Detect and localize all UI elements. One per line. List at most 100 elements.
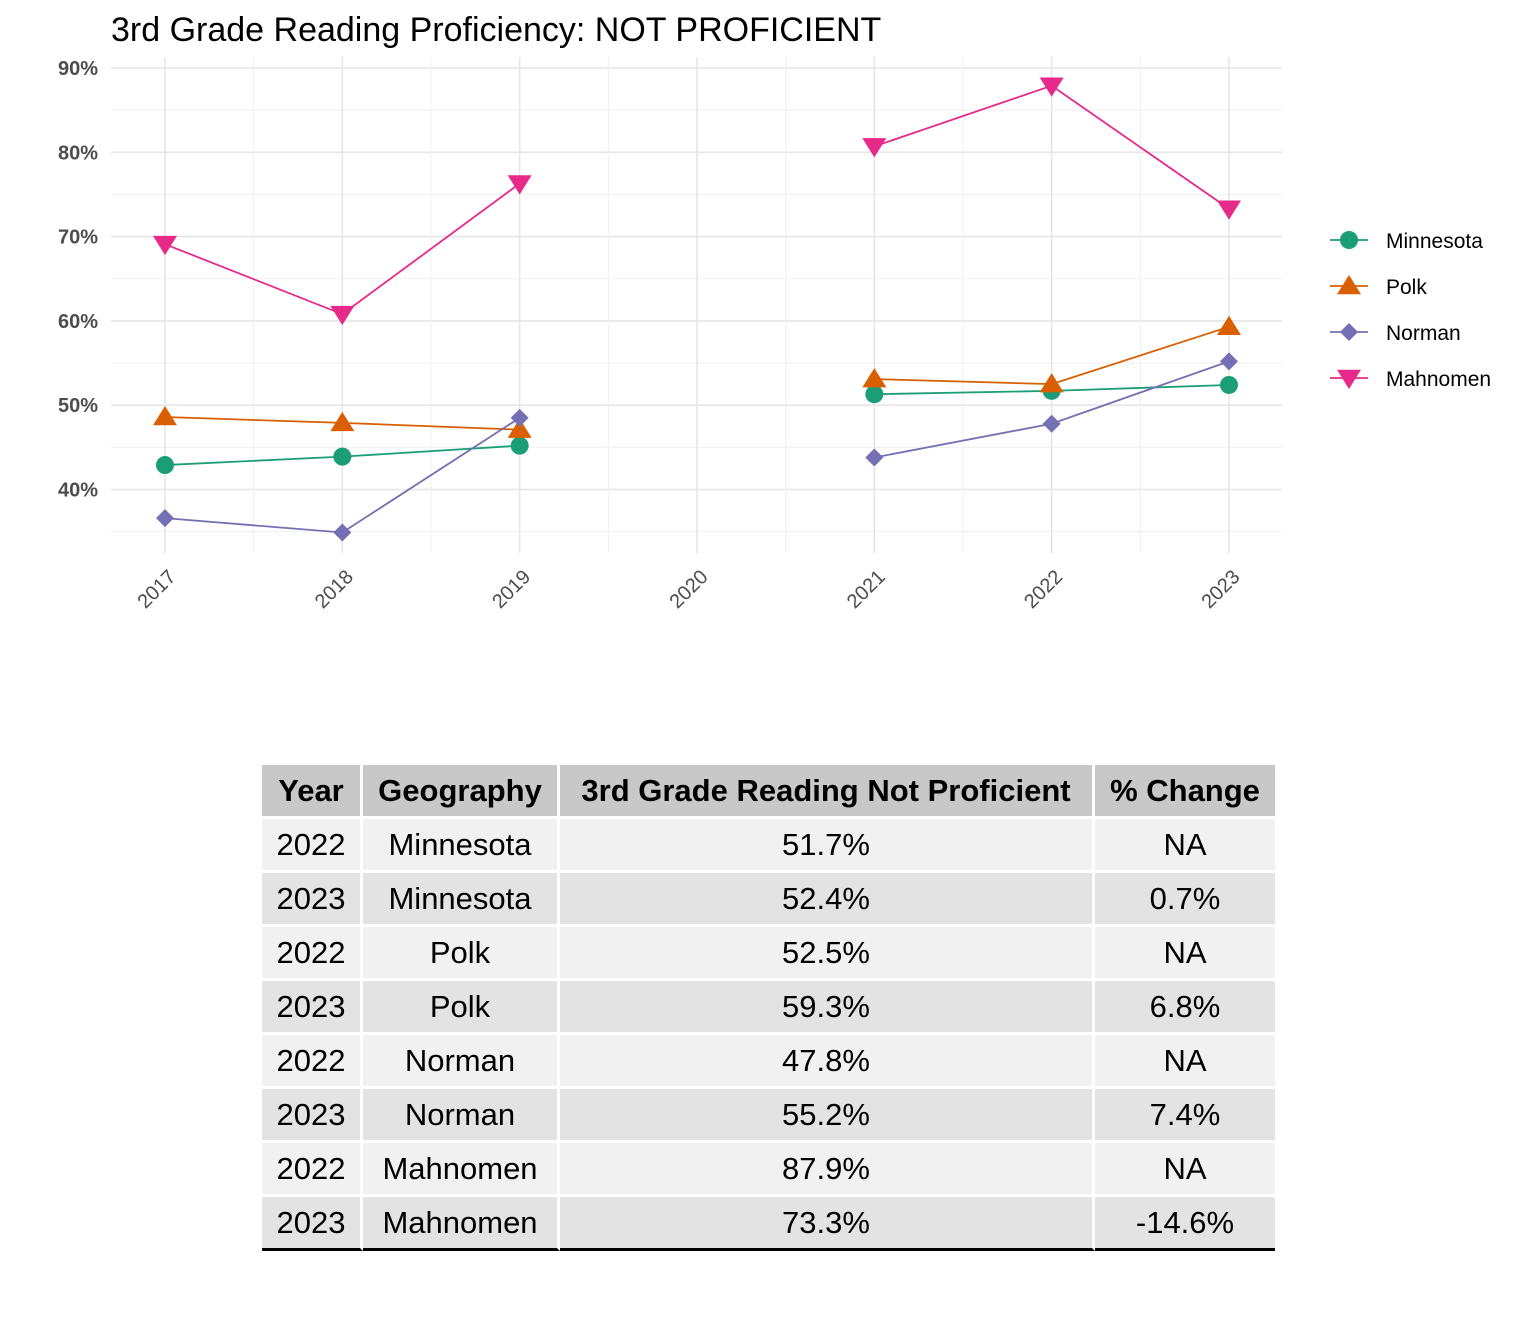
data-point <box>865 448 884 467</box>
cell-year: 2023 <box>262 981 363 1035</box>
legend-label: Norman <box>1386 322 1461 345</box>
cell-geography: Polk <box>363 981 560 1035</box>
data-point <box>510 436 529 455</box>
header-year: Year <box>262 765 363 819</box>
cell-not-proficient: 51.7% <box>560 819 1095 873</box>
data-point <box>153 406 177 426</box>
axis-labels: 40% 50% 60% 70% 80% 90% 2017 2018 2019 2020 2021 20… <box>58 58 1245 613</box>
y-tick-label: 60% <box>58 311 98 333</box>
legend-label: Minnesota <box>1386 230 1483 253</box>
cell-geography: Minnesota <box>363 819 560 873</box>
header-change: % Change <box>1095 765 1275 819</box>
table-row: 2023 Norman 55.2% 7.4% <box>262 1089 1275 1143</box>
x-tick-label: 2022 <box>1020 566 1067 613</box>
cell-geography: Norman <box>363 1035 560 1089</box>
legend-label: Polk <box>1386 276 1427 299</box>
data-point <box>330 411 355 432</box>
cell-geography: Mahnomen <box>363 1197 560 1251</box>
cell-year: 2022 <box>262 1035 363 1089</box>
series-mahnomen <box>153 77 1241 326</box>
data-point <box>1039 373 1064 393</box>
cell-not-proficient: 73.3% <box>560 1197 1095 1251</box>
series-norman <box>156 352 1238 542</box>
cell-geography: Norman <box>363 1089 560 1143</box>
table-row: 2022 Polk 52.5% NA <box>262 927 1275 981</box>
data-point <box>862 368 887 388</box>
legend-item: Minnesota <box>1330 230 1483 253</box>
chart-title: 3rd Grade Reading Proficiency: NOT PROFI… <box>111 11 881 49</box>
cell-year: 2022 <box>262 1143 363 1197</box>
header-not-proficient: 3rd Grade Reading Not Proficient <box>560 765 1095 819</box>
cell-geography: Polk <box>363 927 560 981</box>
data-point <box>156 456 174 475</box>
legend: Minnesota Polk Norman Mahnomen <box>1330 230 1491 391</box>
legend-marker <box>1340 231 1358 249</box>
data-point <box>333 523 352 542</box>
cell-change: NA <box>1095 1143 1275 1197</box>
data-point <box>510 408 529 427</box>
x-tick-label: 2018 <box>311 566 358 613</box>
y-tick-label: 70% <box>58 227 98 249</box>
data-point <box>507 418 532 438</box>
cell-change: 6.8% <box>1095 981 1275 1035</box>
legend-marker <box>1340 323 1358 341</box>
cell-geography: Minnesota <box>363 873 560 927</box>
y-tick-label: 90% <box>58 58 98 80</box>
cell-change: NA <box>1095 1035 1275 1089</box>
data-point <box>153 235 177 256</box>
table-row: 2023 Polk 59.3% 6.8% <box>262 981 1275 1035</box>
table-row: 2022 Mahnomen 87.9% NA <box>262 1143 1275 1197</box>
data-point <box>1219 352 1238 371</box>
cell-year: 2022 <box>262 927 363 981</box>
table-row: 2022 Minnesota 51.7% NA <box>262 819 1275 873</box>
x-tick-label: 2021 <box>843 566 890 613</box>
table-row: 2023 Mahnomen 73.3% -14.6% <box>262 1197 1275 1251</box>
legend-marker <box>1337 369 1361 389</box>
cell-not-proficient: 87.9% <box>560 1143 1095 1197</box>
line-chart: 3rd Grade Reading Proficiency: NOT PROFI… <box>58 11 1491 613</box>
data-point <box>862 138 887 158</box>
cell-geography: Mahnomen <box>363 1143 560 1197</box>
cell-change: -14.6% <box>1095 1197 1275 1251</box>
cell-not-proficient: 47.8% <box>560 1035 1095 1089</box>
cell-not-proficient: 52.5% <box>560 927 1095 981</box>
grid <box>111 57 1282 553</box>
cell-change: NA <box>1095 927 1275 981</box>
chart-svg: 3rd Grade Reading Proficiency: NOT PROFI… <box>58 11 1491 613</box>
cell-year: 2022 <box>262 819 363 873</box>
data-point <box>507 175 532 195</box>
cell-not-proficient: 59.3% <box>560 981 1095 1035</box>
legend-item: Polk <box>1330 275 1427 299</box>
cell-not-proficient: 55.2% <box>560 1089 1095 1143</box>
data-point <box>1216 315 1241 336</box>
table-header-row: Year Geography 3rd Grade Reading Not Pro… <box>262 765 1275 819</box>
summary-table: Year Geography 3rd Grade Reading Not Pro… <box>262 765 1275 1251</box>
series-polk <box>153 315 1241 438</box>
data-point <box>1219 375 1238 394</box>
data-point <box>333 447 352 466</box>
cell-year: 2023 <box>262 1089 363 1143</box>
y-tick-label: 50% <box>58 395 98 417</box>
series-layer <box>153 77 1241 542</box>
data-point <box>1039 77 1064 97</box>
x-tick-label: 2019 <box>488 566 535 613</box>
cell-year: 2023 <box>262 873 363 927</box>
data-point <box>156 509 174 528</box>
x-tick-label: 2020 <box>666 566 713 613</box>
y-tick-label: 80% <box>58 142 98 164</box>
legend-label: Mahnomen <box>1386 368 1491 391</box>
legend-marker <box>1337 275 1361 295</box>
x-tick-label: 2017 <box>134 566 181 613</box>
y-tick-label: 40% <box>58 480 98 502</box>
data-point <box>1042 414 1061 433</box>
cell-change: NA <box>1095 819 1275 873</box>
cell-change: 7.4% <box>1095 1089 1275 1143</box>
header-geography: Geography <box>363 765 560 819</box>
table-row: 2022 Norman 47.8% NA <box>262 1035 1275 1089</box>
data-point <box>330 305 355 326</box>
cell-change: 0.7% <box>1095 873 1275 927</box>
cell-not-proficient: 52.4% <box>560 873 1095 927</box>
legend-item: Norman <box>1330 322 1461 345</box>
cell-year: 2023 <box>262 1197 363 1251</box>
table-row: 2023 Minnesota 52.4% 0.7% <box>262 873 1275 927</box>
